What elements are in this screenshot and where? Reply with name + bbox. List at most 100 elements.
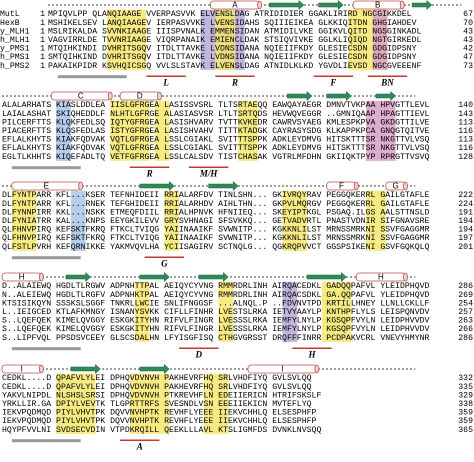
helix-label: G <box>392 182 398 191</box>
motif-annotation: A <box>136 441 143 451</box>
end-number: 128 <box>458 153 473 162</box>
end-number: 286 <box>458 334 473 343</box>
column-highlight <box>164 190 180 251</box>
sequence: YAKVLNIPDL NLSHSLSRSI DPHQVDVNVH PTKREVH… <box>2 391 321 400</box>
end-number: 140 <box>458 101 473 110</box>
end-number: 143 <box>458 110 473 119</box>
beta-strand <box>318 0 344 11</box>
end-number: 194 <box>458 217 473 226</box>
beta-strand <box>326 90 352 102</box>
sequence-name: y_PMS1 <box>0 45 30 54</box>
sequence: DLFYNIATRR KAL...KNPS EEYGKILEVV GRYSVHN… <box>2 217 430 226</box>
sequence: MTQIHKINDI DVHRITSGQV ITDLTTAVKE LVDNSID… <box>48 45 417 54</box>
sequence: DLFYNTPARR KFL...KSER TEFNHIDEII RRIALAR… <box>2 191 430 200</box>
helix-label: I <box>21 365 23 374</box>
sequence-name: h_MLH1 <box>0 35 30 45</box>
end-number: 116 <box>458 127 473 136</box>
helix-end <box>314 364 320 374</box>
helix-end <box>107 91 113 101</box>
sequence: ALALARHATS KIASLDDLEA IISLGFRGEA LASISSV… <box>2 101 430 110</box>
start-number: 1 <box>40 45 45 54</box>
end-number: 365 <box>458 426 473 435</box>
end-number: 266 <box>458 325 473 334</box>
sequence: L..IEIGCED KTLAFKMNGY ISNANYSVKK CIFLLFI… <box>2 308 430 317</box>
helix-label: A <box>232 1 238 10</box>
helix-label: F <box>339 182 344 191</box>
motif-annotation: L <box>162 77 169 87</box>
sequence: QLFHNVPIRQ KEFSKTFKRQ FTKCLTVIQG YAIINAA… <box>2 226 430 235</box>
beta-strand <box>269 0 305 11</box>
sequence: CEDKL....D QPAFVLYLEI DPHQVDVNVH PAKHEVR… <box>2 374 312 383</box>
sequence: MSLRIKALDA SVVNKIAAGE IIISPVNALK EMMENSI… <box>48 27 421 36</box>
column-highlight <box>134 281 150 342</box>
motif-annotation: H <box>307 349 316 359</box>
helix-end <box>38 364 44 374</box>
helix-end <box>78 181 84 191</box>
end-number: 263 <box>458 317 473 326</box>
sequence: KTSISIKQYN SSSKSLSGGF TNKRLLWCIE SNLIFNG… <box>2 299 430 308</box>
end-number: 191 <box>458 208 473 217</box>
end-number: 332 <box>458 374 473 383</box>
motif-bar <box>11 256 81 260</box>
motif-annotation: D <box>195 349 203 359</box>
sequence: SMTQIHKIND DVHRITSGQV ITDLTTAVKE LVDNSID… <box>48 53 417 62</box>
column-highlight <box>110 100 150 161</box>
sequence: MSHIKELSEV LANQIAAGEV IERPASVVKE LVENSID… <box>48 19 417 28</box>
column-highlight <box>70 190 86 251</box>
sequence-name: h_PMS1 <box>0 52 30 62</box>
beta-strand <box>70 363 101 375</box>
alignment-block: H HD..ALAIEWQ HGDLTLRGWV ADPNHTTPAL AEIQY… <box>1 271 473 359</box>
end-number: 286 <box>458 282 473 291</box>
start-number: 1 <box>40 53 45 62</box>
column-highlight <box>215 9 235 70</box>
motif-annotation: M/H <box>199 168 219 178</box>
sequence: PILCERFTTS KLQKFEDLSQ IQTYGFRGEA LASISHV… <box>2 118 430 127</box>
end-number: 42 <box>463 45 473 54</box>
sequence: S..LQEFQEK KIMELQVGGY ESKGKITYHN RIFVLFI… <box>2 317 430 326</box>
helix-end <box>403 272 408 282</box>
beta-strand <box>139 180 175 192</box>
motif-annotation: R <box>146 168 153 178</box>
sequence: EGLTLKHHTS KIQEFADLTQ VETFGFRGEA LSSLCAL… <box>2 153 430 162</box>
end-number: 113 <box>458 118 473 127</box>
sequence: D..ALAIEWQ HGDLTLRGWV ADPNHTTPAL AEIQYCY… <box>2 282 430 291</box>
beta-strand <box>65 271 91 283</box>
sequence: EFLALKHYTS KIAKFQDVAK VQTLGFRGEA LSSLCGI… <box>2 144 430 153</box>
helix-label: C <box>78 92 84 101</box>
helix-label: D <box>137 92 143 101</box>
sequence: IEKVPQDMQD PIYLVHVTPK DQVVNVHPTK REVHFLY… <box>2 409 317 418</box>
helix-label: H <box>378 273 384 282</box>
motif-bar <box>11 347 81 351</box>
motif-annotation: F <box>329 77 336 87</box>
end-number: 43 <box>463 27 473 36</box>
motif-bar <box>57 75 127 79</box>
beta-strand <box>306 271 347 283</box>
start-number: 1 <box>40 10 45 19</box>
start-number: 1 <box>40 19 45 28</box>
end-number: 359 <box>458 409 473 418</box>
beta-strand <box>208 180 239 192</box>
column-highlight <box>282 190 308 251</box>
column-highlight <box>372 9 388 70</box>
beta-strand <box>287 90 313 102</box>
column-highlight <box>366 190 386 251</box>
sequence: CEDKL....D QPAFVLYLEI DPHQVDVNVH PAKHEVR… <box>2 383 312 392</box>
column-highlight <box>129 373 170 434</box>
end-number: 257 <box>458 308 473 317</box>
end-number: 113 <box>458 136 473 145</box>
sequence: S..LIPFVQL PPSDSVCEEY GLSCSDALHN LFYISGF… <box>2 334 430 343</box>
end-number: 67 <box>463 10 473 19</box>
sequence: VAGVIRRLDE TVVNRIAAGE VIQRPANAIK EMIENCL… <box>48 36 421 45</box>
sequence-name: HexB <box>0 19 20 28</box>
sequence: LAIALASHAT SKIQHEDDLF NLHTLGFRGE ALASIAS… <box>2 110 430 119</box>
end-number: 43 <box>463 36 473 45</box>
start-number: 1 <box>40 36 45 45</box>
beta-strand <box>139 363 170 375</box>
end-number: 70 <box>463 19 473 28</box>
end-number: 329 <box>458 391 473 400</box>
sequence: IEKVPQDMQD PIYLVHVTPK DQVVNVHPTK REVHFLY… <box>2 417 317 426</box>
beta-strand <box>139 271 170 283</box>
